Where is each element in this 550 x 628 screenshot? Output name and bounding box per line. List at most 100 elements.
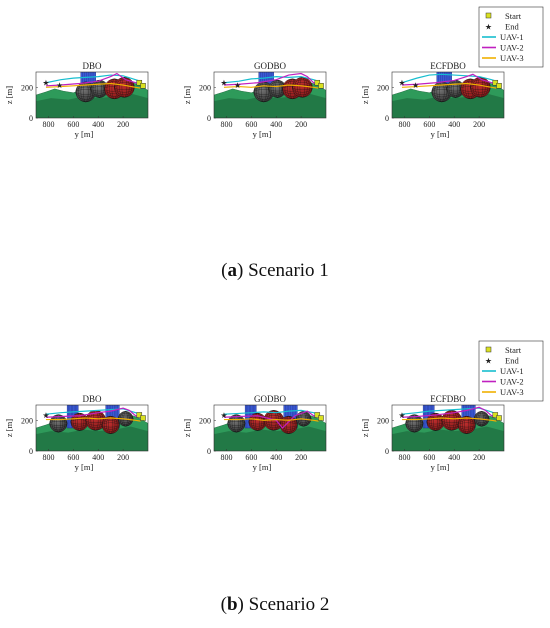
panel-s2-dbo-path-uav-2	[45, 407, 141, 418]
panel-s1-ecfdbo-ytick-label: 200	[377, 83, 389, 92]
panel-s2-dbo-xtick-label: 200	[117, 453, 129, 462]
panel-s2-ecfdbo-xtick-label: 200	[473, 453, 485, 462]
panel-s1-dbo-end-marker: ★	[42, 79, 49, 88]
panel-s2-godbo-axes-box	[213, 404, 327, 452]
panel-s1-dbo-path-uav-3	[45, 82, 141, 89]
panel-s2-godbo-xtick-label: 600	[245, 453, 257, 462]
legend-uav-1-label: UAV-1	[500, 366, 524, 376]
panel-s2-dbo-ylabel: z [m]	[4, 419, 14, 437]
legend-uav-3-label: UAV-3	[500, 53, 524, 63]
panel-s2-godbo-xtick-label: 200	[295, 453, 307, 462]
panel-s1-dbo-start-marker	[136, 79, 143, 86]
panel-s2-godbo-xtick-label: 800	[220, 453, 232, 462]
panel-s2-dbo-title: DBO	[82, 394, 102, 404]
panel-s2-dbo-axes-box	[35, 404, 149, 452]
panel-s1-dbo-path-uav-1	[45, 74, 141, 84]
panel-s1-dbo-terrain-shadow	[36, 93, 148, 118]
panel-s1-godbo-obstacle-1	[268, 79, 287, 98]
panel-s1-godbo-xlabel: y [m]	[253, 129, 272, 139]
panel-s2-godbo-end-marker: ★	[220, 411, 227, 420]
panel-s1-ecfdbo-plot-area	[392, 72, 504, 118]
panel-s2-ecfdbo-ytick-label: 0	[385, 447, 389, 456]
panel-s2-ecfdbo-start-marker	[496, 415, 502, 421]
panel-s2-ecfdbo-start-marker	[492, 412, 499, 418]
panel-s2-godbo: ★ GODBO 800 600 400 200 0 200 y [m] z [m]	[182, 394, 327, 472]
panel-s1-godbo-terrain-shadow	[214, 93, 326, 118]
panel-s1-ecfdbo-end-marker: ★	[398, 79, 405, 88]
panel-s1-godbo-path-uav-3	[223, 84, 319, 89]
panel-s1-ecfdbo-axes-box	[391, 71, 505, 119]
panel-s1-dbo-path-uav-2	[45, 72, 141, 87]
legend-start-marker	[485, 346, 492, 353]
panel-s1-godbo-axes-box	[213, 71, 327, 119]
panel-s2-ecfdbo-xtick-label: 800	[398, 453, 410, 462]
panel-s2-dbo-start-marker	[140, 415, 146, 421]
panel-s1-dbo-ytick-label: 0	[29, 114, 33, 123]
legend-end-label: End	[505, 22, 519, 32]
panel-s2-ecfdbo-ytick-label: 200	[377, 416, 389, 425]
panel-s1-ecfdbo-ylabel: z [m]	[360, 86, 370, 104]
panel-s1-godbo-xtick-label: 800	[220, 120, 232, 129]
caption-a-text: Scenario 1	[248, 260, 329, 281]
panel-s1-ecfdbo-path-uav-1	[401, 73, 497, 84]
legend-uav-3-label: UAV-3	[500, 387, 524, 397]
legend-start-label: Start	[505, 345, 522, 355]
panel-s2-godbo-start-marker	[318, 415, 324, 421]
panel-s2-ecfdbo-path-uav-1	[401, 407, 497, 415]
panel-s2-godbo-start-marker	[314, 412, 321, 418]
panel-s1-dbo-title: DBO	[82, 61, 102, 71]
legend-end-marker: ★	[485, 357, 492, 366]
panel-s1-godbo-start-marker	[318, 83, 324, 89]
panel-s2-ecfdbo-plot-area	[392, 405, 504, 451]
panel-s1-godbo-end-marker: ★	[234, 81, 241, 90]
panel-s2-dbo-ytick-label: 200	[21, 416, 33, 425]
panel-s1-ecfdbo-start-marker	[496, 83, 502, 89]
panel-s1-godbo-end-marker: ★	[220, 79, 227, 88]
panel-s2-ecfdbo-xtick-label: 400	[448, 453, 460, 462]
panel-s1-ecfdbo-obstacle-3	[470, 77, 491, 98]
panel-s1-ecfdbo-xtick-label: 200	[473, 120, 485, 129]
panel-s1-dbo-ylabel: z [m]	[4, 86, 14, 104]
panel-s1-godbo-path-uav-2	[223, 72, 319, 86]
panel-s1-dbo-xtick-label: 400	[92, 120, 104, 129]
panel-s1-dbo-xtick-label: 800	[42, 120, 54, 129]
caption-b-letter: b	[226, 594, 238, 615]
panel-s2-ecfdbo: ★ ECFDBO 800 600 400 200 0 200 y [m] z [m]	[360, 394, 505, 472]
panel-s1-godbo-ytick-label: 200	[199, 83, 211, 92]
panel-s2-ecfdbo-obstacle-3	[457, 416, 476, 434]
panel-s2-dbo-xtick-label: 800	[42, 453, 54, 462]
panel-s2-ecfdbo-end-marker: ★	[398, 411, 405, 420]
panel-s1-ecfdbo-xtick-label: 800	[398, 120, 410, 129]
panel-s1-godbo-plot-area	[214, 72, 326, 118]
panel-s2-godbo-ylabel: z [m]	[182, 419, 192, 437]
panel-s2-godbo-path-uav-2	[223, 410, 319, 429]
panel-s1-ecfdbo-path-uav-2	[401, 73, 497, 86]
panel-s2-ecfdbo-xtick-label: 600	[423, 453, 435, 462]
panel-s1-ecfdbo-xtick-label: 400	[448, 120, 460, 129]
panel-s1-dbo-obstacle-3	[114, 77, 135, 98]
caption-a-letter: a	[227, 260, 238, 281]
panel-s2-godbo-plot-area	[214, 405, 326, 451]
panel-s1-ecfdbo-xtick-label: 600	[423, 120, 435, 129]
panel-s2-ecfdbo-obstacle-2	[441, 410, 462, 431]
panel-s1-dbo-plot-area	[36, 72, 148, 118]
panel-s2-godbo-obstacle-3	[279, 416, 298, 434]
legend-uav-2-label: UAV-2	[500, 377, 524, 387]
panel-s2-godbo-ytick-label: 0	[207, 447, 211, 456]
panel-s1-godbo-xtick-label: 400	[270, 120, 282, 129]
panel-s1-ecfdbo-start-marker	[492, 79, 499, 86]
panel-s2-godbo-terrain-shadow	[214, 426, 326, 451]
caption-a: (a) Scenario 1	[221, 260, 329, 281]
panel-s1-ecfdbo-path-uav-3	[401, 82, 497, 89]
panel-s2-dbo-end-marker: ★	[42, 411, 49, 420]
panel-s1-ecfdbo-title: ECFDBO	[430, 61, 466, 71]
panel-s2-ecfdbo-ylabel: z [m]	[360, 419, 370, 437]
panel-s1-ecfdbo-end-marker: ★	[412, 81, 419, 90]
panel-s1-dbo-xtick-label: 200	[117, 120, 129, 129]
panel-s1-dbo-ytick-label: 200	[21, 83, 33, 92]
panel-s2-dbo-xtick-label: 600	[67, 453, 79, 462]
panel-s1-godbo-ytick-label: 0	[207, 114, 211, 123]
caption-b: (b) Scenario 2	[220, 594, 330, 615]
